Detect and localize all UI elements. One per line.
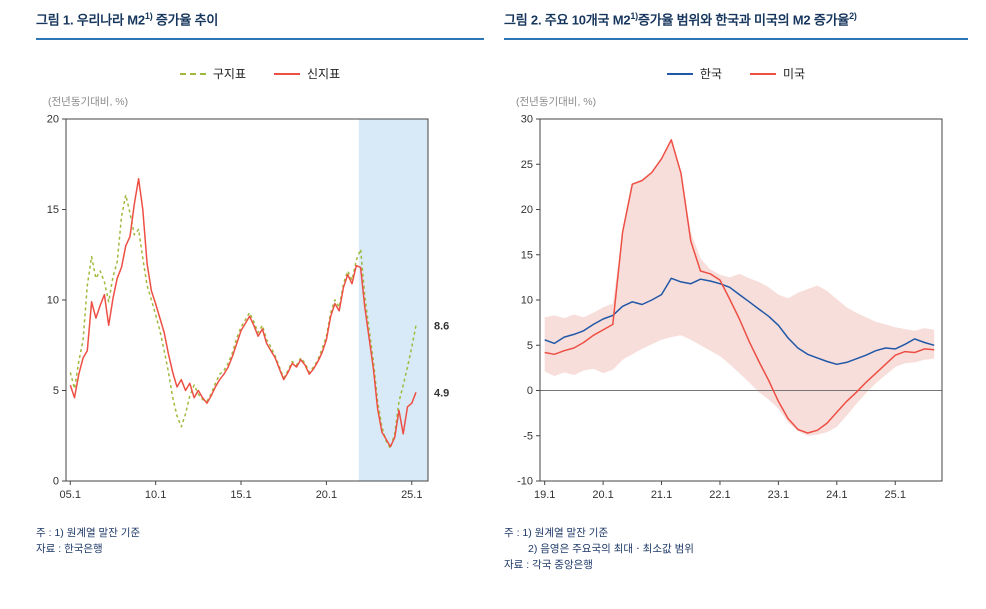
new-index-line <box>69 177 417 448</box>
figure1-chart: 0 5 10 15 20 05.1 10.1 15.1 20.1 25.1 8.6 4.9 <box>47 113 450 501</box>
figure2-unit-label: (전년동기대비, %) <box>516 95 597 108</box>
y-tick-label: 30 <box>521 113 533 125</box>
x-tick-label: 19.1 <box>534 489 555 501</box>
x-tick-label: 24.1 <box>826 489 847 501</box>
figure2-title-text: 그림 2. 주요 10개국 M2 <box>504 12 631 28</box>
legend-label-us: 미국 <box>783 67 806 82</box>
range-band <box>544 139 935 436</box>
figure1-title-footnote-mark: 1) <box>144 11 153 21</box>
legend-swatch-new-index <box>274 72 300 75</box>
figure1-panel: 그림 1. 우리나라 M21) 증가율 추이 구지표 신지표 (전년동기대비, %… <box>36 10 484 609</box>
us-line <box>544 138 935 434</box>
y-tick-label: 20 <box>521 204 533 216</box>
figure1-legend: 구지표 신지표 <box>36 66 484 82</box>
x-tick-label: 20.1 <box>316 489 337 501</box>
legend-item-old-index: 구지표 <box>179 65 246 82</box>
figure2-title: 그림 2. 주요 10개국 M21)증가율 범위와 한국과 미국의 M2 증가율… <box>504 10 968 40</box>
y-tick-label: 25 <box>521 159 533 171</box>
x-tick-label: 23.1 <box>768 489 789 501</box>
x-tick-label: 20.1 <box>592 489 613 501</box>
x-tick-label: 10.1 <box>145 489 166 501</box>
figure2-title-footnote-mark-2: 2) <box>849 11 857 21</box>
figure2-chart: -10 -5 0 5 10 15 20 25 30 19.1 20.1 21.1 22.1 23.1 24.… <box>517 113 943 501</box>
figure2-title-footnote-mark-1: 1) <box>630 11 638 21</box>
legend-item-korea: 한국 <box>666 65 722 82</box>
x-tick-label: 22.1 <box>709 489 730 501</box>
y-tick-label: 15 <box>47 204 59 216</box>
legend-label-old-index: 구지표 <box>212 67 246 82</box>
y-tick-label: -5 <box>523 430 533 442</box>
end-value-label: 8.6 <box>434 320 449 332</box>
highlight-region <box>358 118 428 481</box>
y-tick-label: -10 <box>517 475 533 487</box>
legend-swatch-old-index <box>179 72 206 75</box>
legend-label-new-index: 신지표 <box>307 67 341 82</box>
x-tick-label: 25.1 <box>401 489 422 501</box>
x-tick-label: 15.1 <box>230 489 251 501</box>
legend-swatch-korea <box>666 72 693 75</box>
note-line: 주 : 1) 원계열 말잔 기준 <box>36 526 141 539</box>
y-tick-label: 10 <box>47 294 59 306</box>
end-value-label: 4.9 <box>434 387 449 399</box>
y-tick-label: 5 <box>53 385 59 397</box>
legend-swatch-us <box>750 72 776 75</box>
figure1-title-text-2: 증가율 추이 <box>152 12 219 28</box>
figure1-unit-label: (전년동기대비, %) <box>48 95 129 108</box>
x-tick-label: 05.1 <box>60 489 81 501</box>
x-tick-label: 25.1 <box>885 489 906 501</box>
note-line: 자료 : 한국은행 <box>36 543 103 556</box>
y-tick-label: 0 <box>53 475 59 487</box>
y-tick-label: 20 <box>47 113 59 125</box>
y-tick-label: 5 <box>527 340 533 352</box>
figure1-title-text: 그림 1. 우리나라 M2 <box>36 12 145 28</box>
figure2-title-text-2: 증가율 범위와 한국과 미국의 M2 증가율 <box>637 12 850 28</box>
legend-item-new-index: 신지표 <box>274 65 340 82</box>
y-tick-label: 0 <box>527 385 533 397</box>
old-index-line <box>69 194 417 450</box>
korea-line <box>544 277 935 365</box>
y-tick-label: 15 <box>521 249 533 261</box>
legend-item-us: 미국 <box>750 65 805 82</box>
note-line: 자료 : 각국 중앙은행 <box>504 559 593 572</box>
figure1-title: 그림 1. 우리나라 M21) 증가율 추이 <box>36 10 484 40</box>
note-line: 2) 음영은 주요국의 최대ㆍ최소값 범위 <box>528 543 694 556</box>
legend-label-korea: 한국 <box>699 67 722 82</box>
figure2-legend: 한국 미국 <box>504 66 968 82</box>
x-tick-label: 21.1 <box>651 489 672 501</box>
y-tick-label: 10 <box>521 294 533 306</box>
note-line: 주 : 1) 원계열 말잔 기준 <box>504 526 609 539</box>
figure2-panel: 그림 2. 주요 10개국 M21)증가율 범위와 한국과 미국의 M2 증가율… <box>504 10 968 609</box>
